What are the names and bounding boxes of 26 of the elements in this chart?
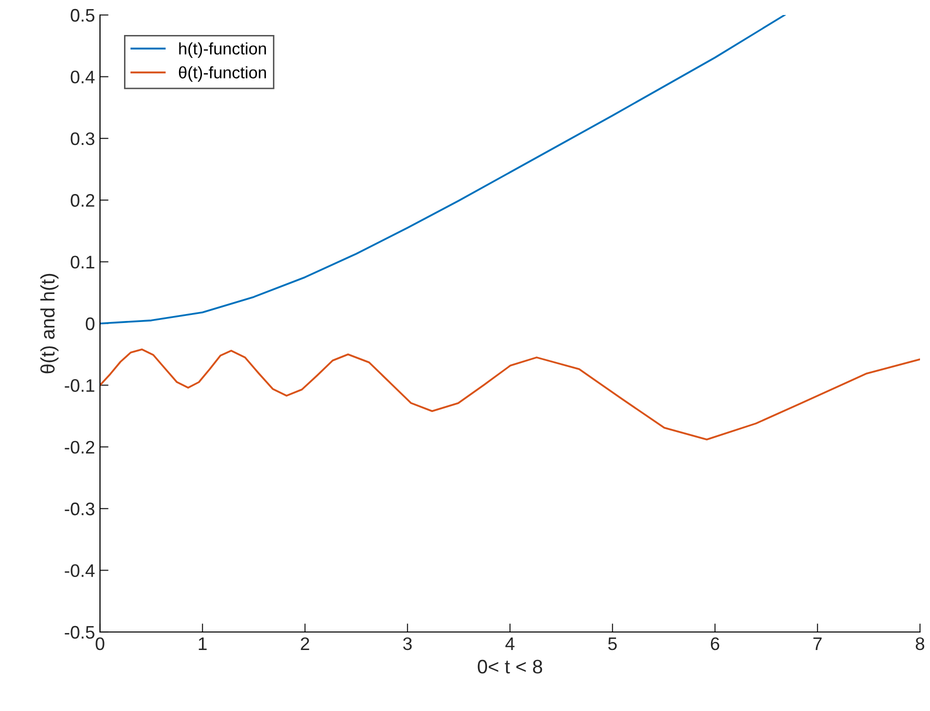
y-tick-label: -0.3 xyxy=(64,502,94,516)
y-tick-label: -0.5 xyxy=(64,626,94,639)
y-tick-label: 0 xyxy=(86,317,94,330)
line-series xyxy=(100,15,786,324)
x-tick-label: 7 xyxy=(813,638,822,650)
y-tick-label: -0.1 xyxy=(64,379,94,392)
y-tick-label: 0.2 xyxy=(70,194,94,207)
y-tick-label: 0.5 xyxy=(70,8,94,22)
y-tick-label: -0.4 xyxy=(64,564,95,578)
x-tick-label: 8 xyxy=(916,637,924,650)
x-tick-label: 3 xyxy=(403,637,412,650)
y-tick-label: 0.3 xyxy=(70,132,94,146)
x-tick-label: 0 xyxy=(96,637,104,650)
x-tick-label: 2 xyxy=(300,637,310,650)
y-axis-title: θ(t) and h(t) xyxy=(40,274,58,374)
x-tick-label: 5 xyxy=(608,638,617,650)
x-tick-label: 4 xyxy=(505,638,514,650)
y-tick-label: 0.1 xyxy=(70,256,94,269)
x-axis-title: 0< t < 8 xyxy=(478,660,542,674)
x-tick-label: 6 xyxy=(710,637,720,650)
x-tick-label: 1 xyxy=(198,638,207,650)
y-tick-label: 0.4 xyxy=(70,70,95,84)
legend-label: θ(t)-function xyxy=(178,66,266,82)
line-series xyxy=(100,348,920,440)
y-tick-label: -0.2 xyxy=(64,440,94,454)
legend-label: h(t)-function xyxy=(179,42,266,58)
